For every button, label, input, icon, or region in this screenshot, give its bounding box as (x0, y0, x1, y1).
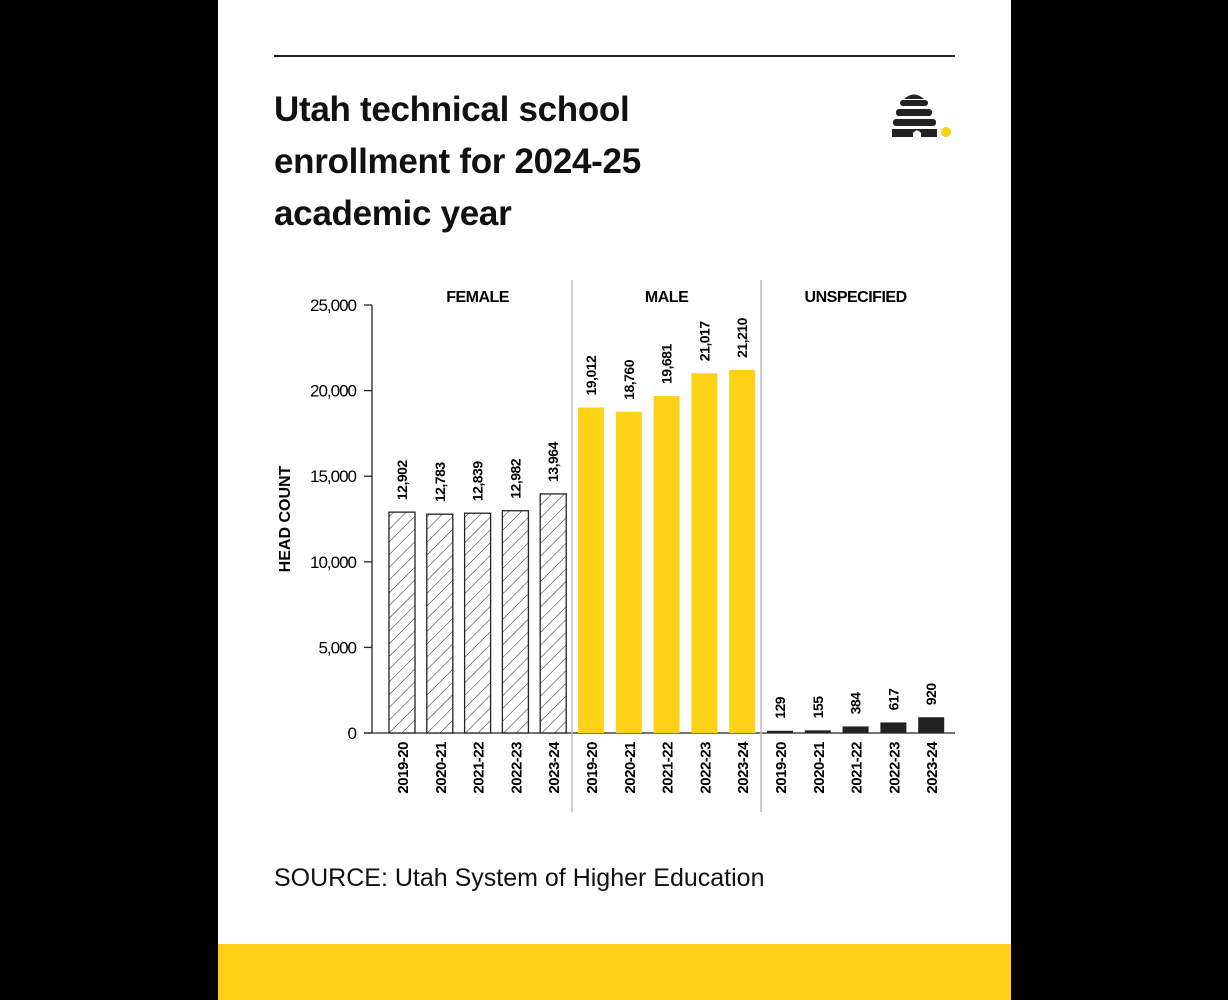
data-label: 384 (848, 692, 864, 715)
x-tick-label: 2023-24 (735, 741, 752, 794)
x-tick-label: 2023-24 (924, 741, 941, 794)
bar-unspecified-2021-22 (842, 726, 869, 733)
y-tick-label: 20,000 (310, 382, 357, 401)
bar-unspecified-2023-24 (918, 717, 945, 733)
data-label: 617 (885, 688, 901, 711)
infographic-panel: Utah technical school enrollment for 202… (218, 0, 1011, 1000)
x-tick-label: 2019-20 (395, 742, 412, 794)
x-tick-label: 2021-22 (471, 742, 488, 794)
x-tick-label: 2020-21 (622, 742, 639, 794)
group-label: MALE (645, 289, 689, 306)
data-label: 18,760 (621, 359, 637, 400)
bar-unspecified-2019-20 (767, 730, 793, 733)
beehive-logo-icon (892, 94, 951, 137)
x-tick-label: 2022-23 (886, 742, 903, 794)
chart-title: Utah technical school enrollment for 202… (274, 90, 641, 233)
group-label: FEMALE (446, 289, 510, 306)
x-tick-label: 2022-23 (697, 742, 714, 794)
bar-female-2022-23 (501, 510, 530, 734)
x-tick-label: 2019-20 (584, 742, 601, 794)
bar-female-2023-24 (539, 493, 567, 734)
x-tick-label: 2019-20 (773, 742, 790, 794)
bar-female-2019-20 (388, 511, 416, 734)
bar-male-2020-21 (615, 411, 642, 733)
source-note: SOURCE: Utah System of Higher Education (274, 864, 765, 892)
bar-male-2021-22 (653, 396, 680, 733)
bar-male-2019-20 (578, 407, 604, 733)
data-label: 19,681 (659, 344, 675, 385)
top-rule (274, 55, 955, 57)
y-tick-label: 10,000 (310, 553, 357, 572)
data-label: 12,902 (394, 460, 410, 501)
y-axis-title: HEAD COUNT (277, 465, 294, 572)
x-tick-label: 2022-23 (508, 742, 525, 794)
bar-unspecified-2020-21 (804, 730, 831, 733)
group-label: UNSPECIFIED (805, 289, 907, 306)
y-tick-label: 0 (348, 724, 357, 743)
data-label: 21,017 (696, 321, 712, 362)
x-tick-label: 2020-21 (433, 742, 450, 794)
bar-female-2021-22 (463, 512, 492, 734)
data-label: 129 (772, 696, 788, 719)
bar-female-2020-21 (426, 513, 454, 734)
data-label: 12,982 (507, 458, 523, 499)
y-tick-label: 5,000 (318, 638, 356, 657)
x-tick-label: 2020-21 (811, 742, 828, 794)
y-tick-label: 25,000 (310, 296, 357, 315)
bar-unspecified-2022-23 (880, 722, 907, 733)
data-label: 19,012 (583, 355, 599, 396)
data-label: 12,839 (470, 461, 486, 502)
data-label: 12,783 (432, 462, 448, 503)
x-tick-label: 2021-22 (849, 742, 866, 794)
bar-male-2022-23 (691, 373, 718, 733)
x-tick-label: 2023-24 (546, 741, 563, 794)
footer-bar (218, 944, 1011, 1000)
data-label: 920 (923, 683, 939, 706)
bar-male-2023-24 (729, 369, 756, 733)
data-label: 155 (810, 696, 826, 719)
x-tick-label: 2021-22 (660, 742, 677, 794)
bar-chart: 0 5,000 10,000 15,000 20,000 25,000 HEAD COUNT… (277, 280, 955, 812)
data-label: 13,964 (545, 441, 561, 482)
data-label: 21,210 (734, 317, 750, 358)
y-tick-label: 15,000 (310, 467, 357, 486)
